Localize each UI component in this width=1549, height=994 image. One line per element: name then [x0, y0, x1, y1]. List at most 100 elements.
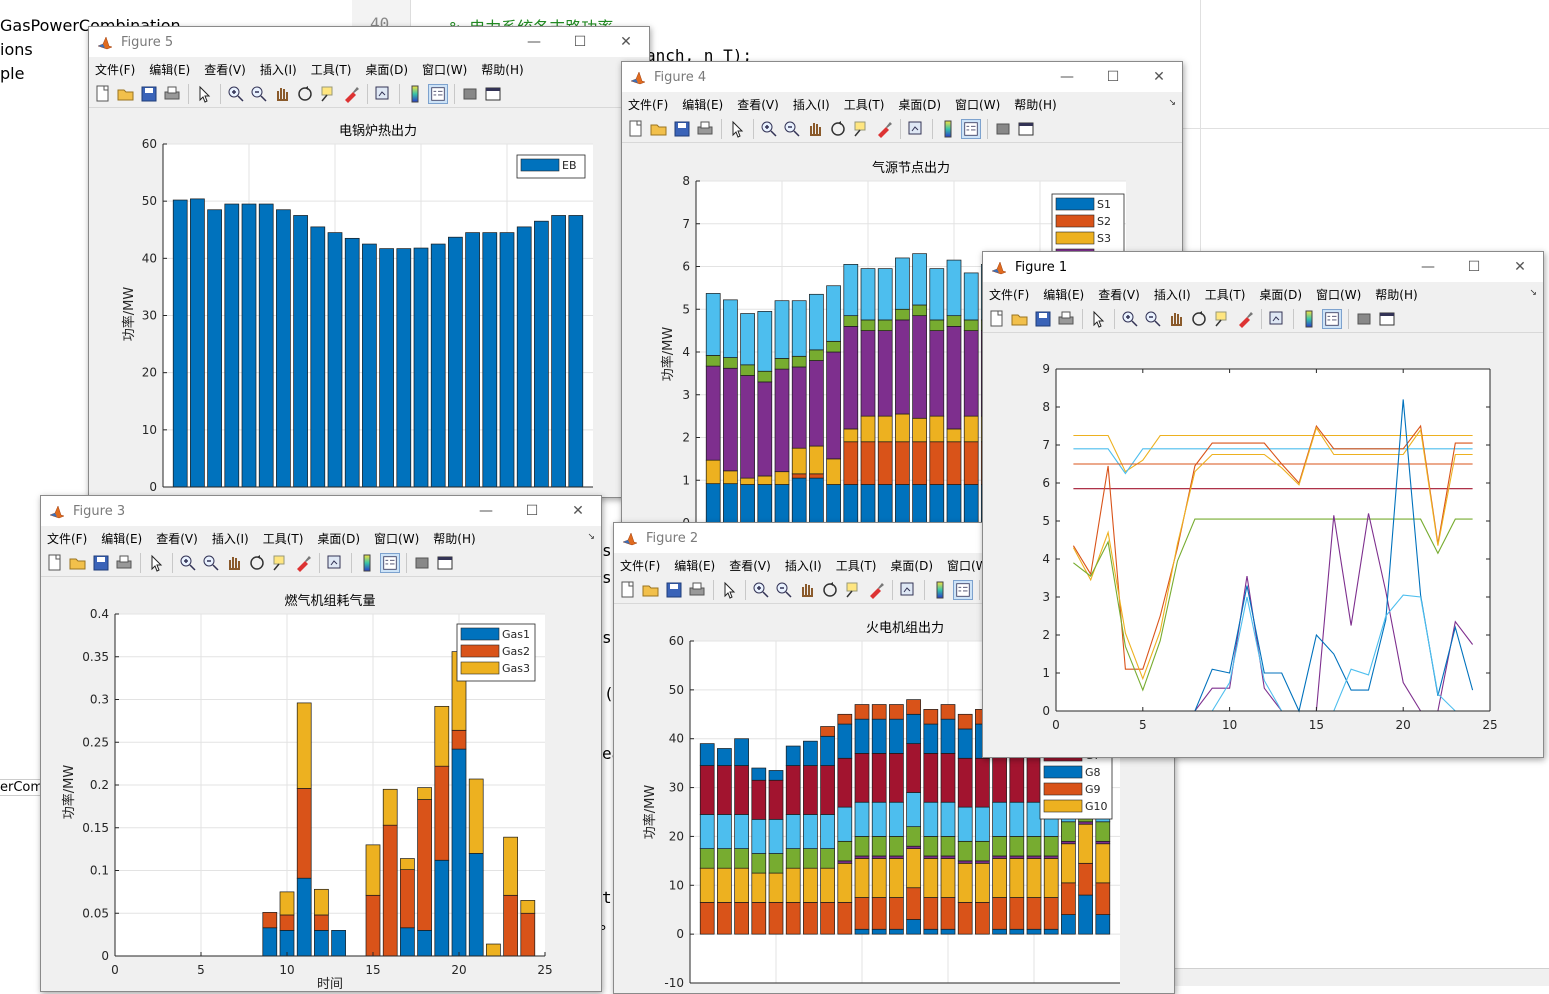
- menu-item[interactable]: 查看(V): [156, 531, 198, 546]
- title-bar[interactable]: Figure 3 — ☐ ✕: [41, 496, 601, 526]
- brush-icon[interactable]: [1235, 309, 1255, 329]
- legend-icon[interactable]: [953, 580, 973, 600]
- colorbar-icon[interactable]: [405, 84, 425, 104]
- new-figure-icon[interactable]: [45, 553, 65, 573]
- legend-icon[interactable]: [428, 84, 448, 104]
- new-figure-icon[interactable]: [987, 309, 1007, 329]
- new-figure-icon[interactable]: [618, 580, 638, 600]
- menu-item[interactable]: 文件(F): [620, 558, 661, 573]
- new-figure-icon[interactable]: [626, 119, 646, 139]
- minimize-button[interactable]: —: [527, 34, 541, 50]
- pan-icon[interactable]: [805, 119, 825, 139]
- hide-tools-icon[interactable]: [1354, 309, 1374, 329]
- data-cursor-icon[interactable]: [1212, 309, 1232, 329]
- rotate-icon[interactable]: [295, 84, 315, 104]
- print-icon[interactable]: [1056, 309, 1076, 329]
- menu-item[interactable]: 查看(V): [737, 97, 779, 112]
- pointer-icon[interactable]: [146, 553, 166, 573]
- menu-overflow-icon[interactable]: ↘: [1168, 98, 1176, 108]
- hide-tools-icon[interactable]: [460, 84, 480, 104]
- title-bar[interactable]: Figure 4 — ☐ ✕: [622, 62, 1182, 92]
- maximize-button[interactable]: ☐: [1106, 69, 1120, 85]
- print-icon[interactable]: [162, 84, 182, 104]
- menu-item[interactable]: 工具(T): [310, 62, 352, 77]
- colorbar-icon[interactable]: [930, 580, 950, 600]
- link-plot-icon[interactable]: [898, 580, 918, 600]
- menu-overflow-icon[interactable]: ↘: [1529, 288, 1537, 298]
- pan-icon[interactable]: [272, 84, 292, 104]
- zoom-in-icon[interactable]: [751, 580, 771, 600]
- open-icon[interactable]: [649, 119, 669, 139]
- menu-item[interactable]: 插入(I): [1153, 287, 1191, 302]
- menu-item[interactable]: 窗口(W): [955, 97, 1001, 112]
- menu-item[interactable]: 桌面(D): [317, 531, 361, 546]
- menu-item[interactable]: 文件(F): [95, 62, 136, 77]
- hide-tools-icon[interactable]: [412, 553, 432, 573]
- colorbar-icon[interactable]: [938, 119, 958, 139]
- maximize-button[interactable]: ☐: [525, 503, 539, 519]
- menu-item[interactable]: 工具(T): [843, 97, 885, 112]
- pointer-icon[interactable]: [194, 84, 214, 104]
- brush-icon[interactable]: [874, 119, 894, 139]
- data-cursor-icon[interactable]: [270, 553, 290, 573]
- print-icon[interactable]: [114, 553, 134, 573]
- link-plot-icon[interactable]: [373, 84, 393, 104]
- open-icon[interactable]: [641, 580, 661, 600]
- menu-item[interactable]: 插入(I): [792, 97, 830, 112]
- link-plot-icon[interactable]: [1267, 309, 1287, 329]
- dock-icon[interactable]: [435, 553, 455, 573]
- close-button[interactable]: ✕: [572, 503, 584, 519]
- menu-item[interactable]: 编辑(E): [682, 97, 724, 112]
- menu-item[interactable]: 文件(F): [989, 287, 1030, 302]
- menu-item[interactable]: 帮助(H): [1375, 287, 1418, 302]
- menu-item[interactable]: 编辑(E): [101, 531, 143, 546]
- menu-item[interactable]: 工具(T): [262, 531, 304, 546]
- pan-icon[interactable]: [1166, 309, 1186, 329]
- open-icon[interactable]: [1010, 309, 1030, 329]
- workspace-item-3[interactable]: ple: [0, 64, 25, 83]
- workspace-item-4[interactable]: erComl: [0, 779, 40, 796]
- menu-item[interactable]: 编辑(E): [149, 62, 191, 77]
- legend-icon[interactable]: [380, 553, 400, 573]
- brush-icon[interactable]: [293, 553, 313, 573]
- rotate-icon[interactable]: [247, 553, 267, 573]
- pan-icon[interactable]: [797, 580, 817, 600]
- data-cursor-icon[interactable]: [843, 580, 863, 600]
- maximize-button[interactable]: ☐: [573, 34, 587, 50]
- menu-item[interactable]: 窗口(W): [1316, 287, 1362, 302]
- menu-item[interactable]: 编辑(E): [674, 558, 716, 573]
- rotate-icon[interactable]: [828, 119, 848, 139]
- open-icon[interactable]: [68, 553, 88, 573]
- pointer-icon[interactable]: [1088, 309, 1108, 329]
- colorbar-icon[interactable]: [357, 553, 377, 573]
- rotate-icon[interactable]: [1189, 309, 1209, 329]
- save-icon[interactable]: [672, 119, 692, 139]
- menu-item[interactable]: 桌面(D): [365, 62, 409, 77]
- maximize-button[interactable]: ☐: [1467, 259, 1481, 275]
- minimize-button[interactable]: —: [1421, 259, 1435, 275]
- zoom-in-icon[interactable]: [178, 553, 198, 573]
- rotate-icon[interactable]: [820, 580, 840, 600]
- menu-item[interactable]: 插入(I): [784, 558, 822, 573]
- pointer-icon[interactable]: [719, 580, 739, 600]
- menu-item[interactable]: 桌面(D): [1259, 287, 1303, 302]
- zoom-in-icon[interactable]: [759, 119, 779, 139]
- brush-icon[interactable]: [341, 84, 361, 104]
- menu-item[interactable]: 查看(V): [1098, 287, 1140, 302]
- figure-5-window[interactable]: Figure 5 — ☐ ✕ 文件(F) 编辑(E) 查看(V) 插入(I) 工具(T) 桌面(D…: [88, 26, 650, 498]
- zoom-out-icon[interactable]: [774, 580, 794, 600]
- menu-item[interactable]: 插入(I): [259, 62, 297, 77]
- minimize-button[interactable]: —: [479, 503, 493, 519]
- zoom-out-icon[interactable]: [249, 84, 269, 104]
- menu-item[interactable]: 工具(T): [835, 558, 877, 573]
- menu-item[interactable]: 窗口(W): [947, 558, 993, 573]
- zoom-out-icon[interactable]: [782, 119, 802, 139]
- menu-item[interactable]: 帮助(H): [1014, 97, 1057, 112]
- code-line[interactable]: anch, n_T);: [646, 46, 752, 65]
- dock-icon[interactable]: [1016, 119, 1036, 139]
- close-button[interactable]: ✕: [1514, 259, 1526, 275]
- save-icon[interactable]: [1033, 309, 1053, 329]
- link-plot-icon[interactable]: [325, 553, 345, 573]
- brush-icon[interactable]: [866, 580, 886, 600]
- open-icon[interactable]: [116, 84, 136, 104]
